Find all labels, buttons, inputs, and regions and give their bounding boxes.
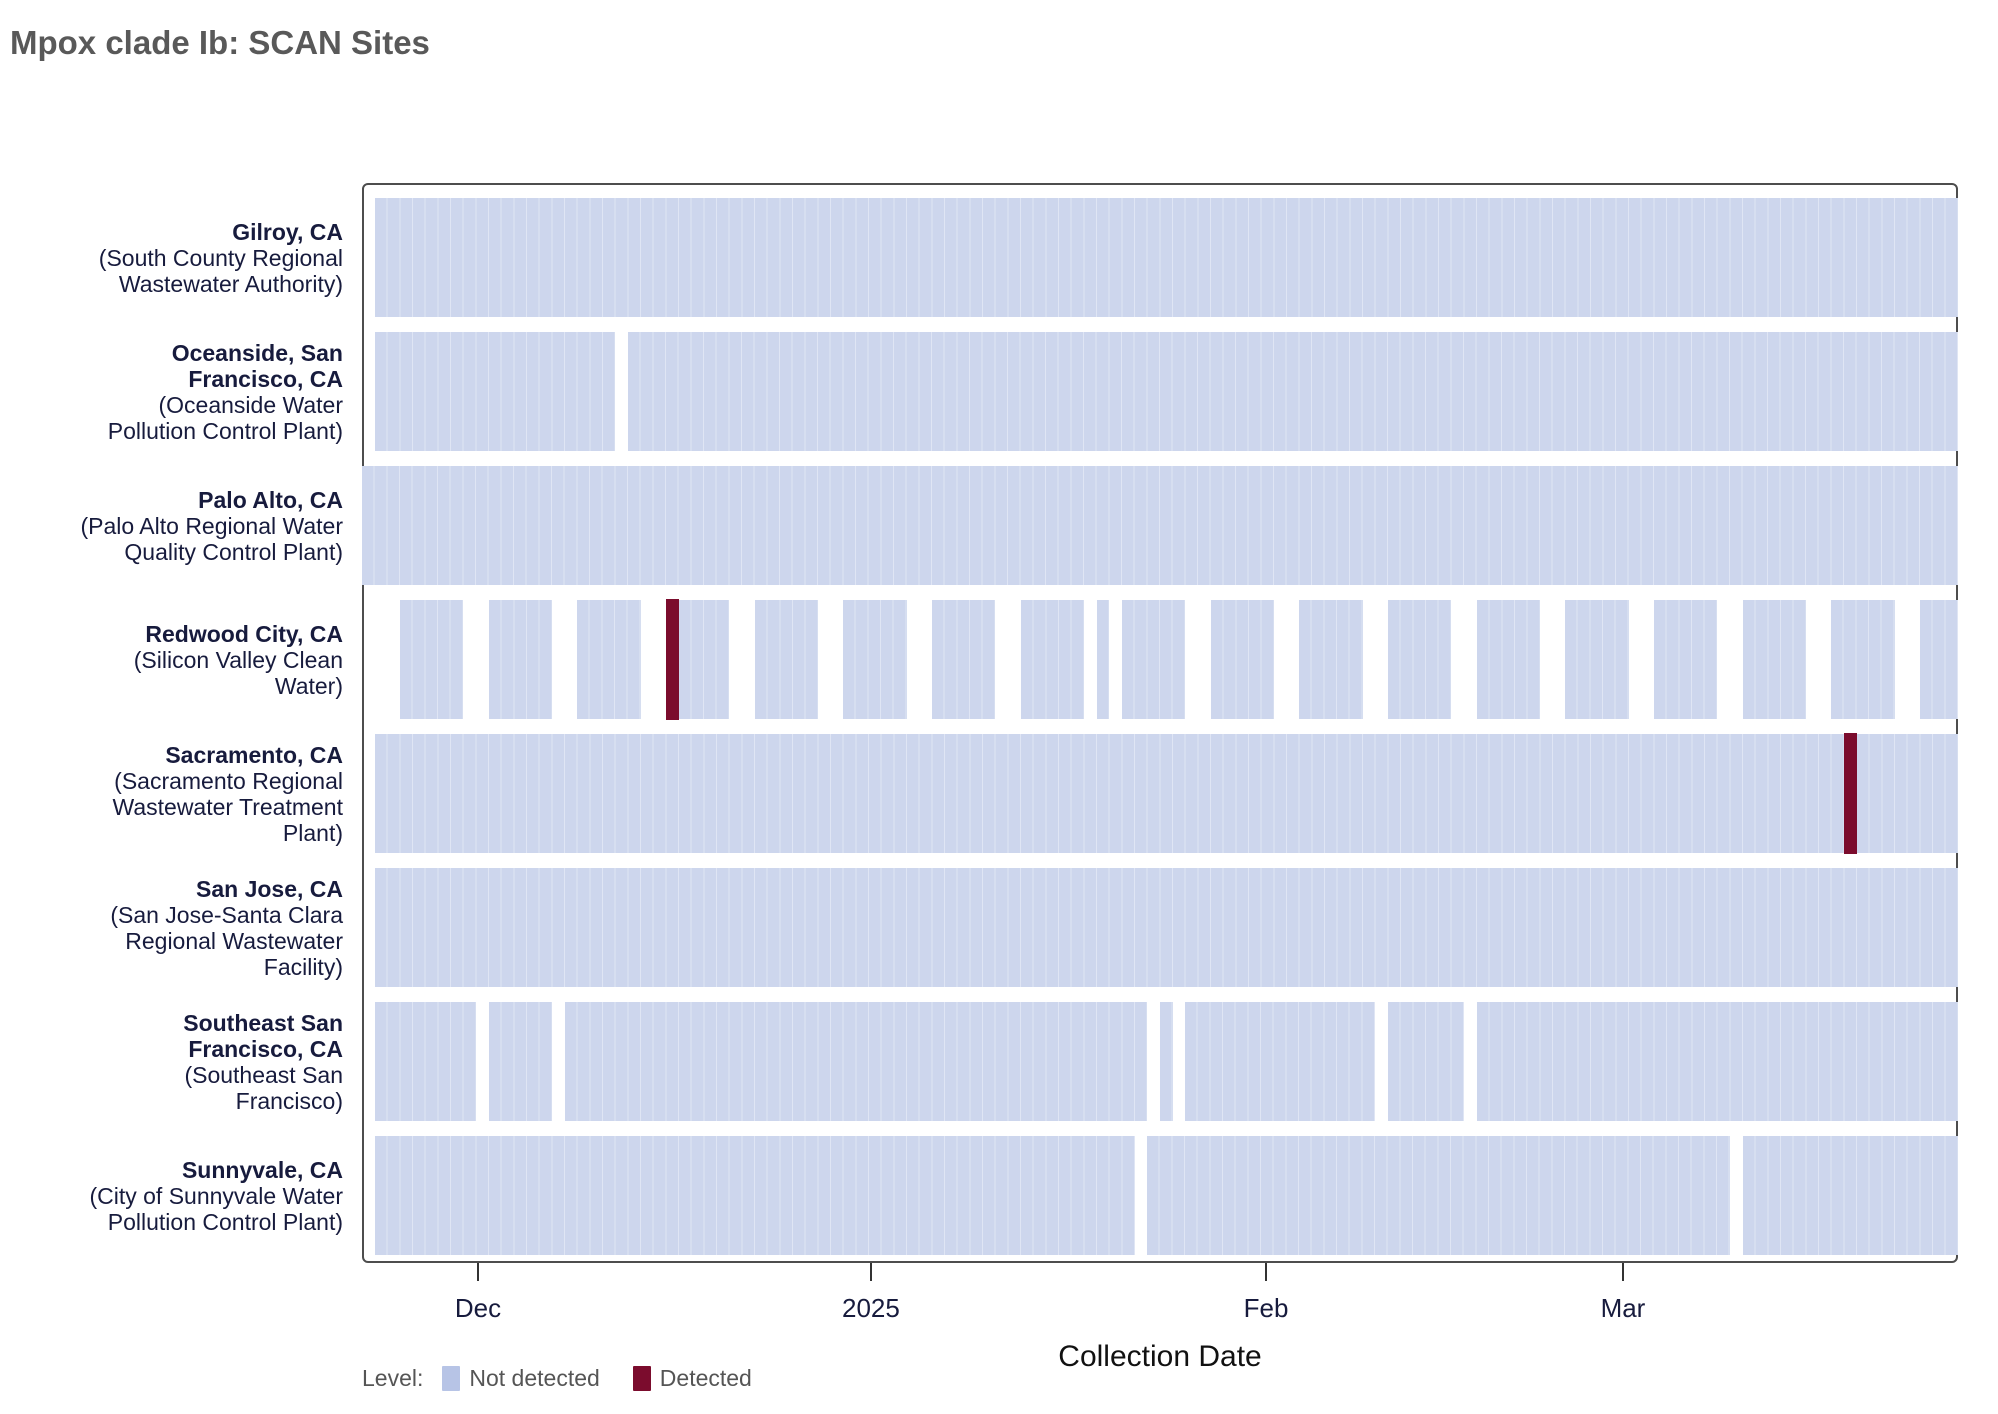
tile-segment-not-detected [374, 1136, 1135, 1255]
tile-segment-not-detected [1476, 600, 1540, 719]
page-title: Mpox clade Ib: SCAN Sites [10, 24, 430, 61]
tile-segment-not-detected [374, 868, 1958, 987]
legend-swatch-detected [632, 1365, 651, 1391]
row-label: Redwood City, CA (Silicon Valley Clean Wa… [0, 600, 343, 719]
tile-segment-not-detected [374, 734, 1958, 853]
tile-segment-not-detected [1299, 600, 1363, 719]
tile-segment-not-detected [1742, 600, 1806, 719]
row-label: Palo Alto, CA (Palo Alto Regional Water Q… [0, 466, 343, 585]
row-label-facility: (Southeast San Francisco) [184, 1061, 343, 1114]
row-label-city: Oceanside, San Francisco, CA [171, 339, 343, 392]
x-tick-mark [477, 1263, 480, 1281]
legend-swatch-not-detected [442, 1365, 461, 1391]
row-label: Sunnyvale, CA (City of Sunnyvale Water Po… [0, 1136, 343, 1255]
row-label: San Jose, CA (San Jose-Santa Clara Region… [0, 868, 343, 987]
row-label: Southeast San Francisco, CA (Southeast Sa… [0, 1002, 343, 1121]
tile-segment-not-detected [374, 332, 616, 451]
row-tiles [362, 733, 1958, 854]
row-tiles [362, 868, 1958, 987]
row-tiles [362, 599, 1958, 720]
tile-segment-not-detected [1020, 600, 1084, 719]
tile-segment-not-detected [1831, 600, 1895, 719]
row-label-city: Sacramento, CA [165, 741, 343, 768]
row-label: Gilroy, CA (South County Regional Wastewa… [0, 198, 343, 317]
tile-segment-not-detected [374, 198, 1958, 317]
tile-segment-not-detected [628, 332, 1958, 451]
tile-segment-not-detected [374, 1002, 476, 1121]
tile-segment-not-detected [577, 600, 641, 719]
row-label-facility: (San Jose-Santa Clara Regional Wastewate… [110, 901, 343, 980]
legend-item: Detected [632, 1364, 752, 1392]
row-label-city: Southeast San Francisco, CA [183, 1009, 343, 1062]
row-tiles [362, 332, 1958, 451]
row-label-facility: (South County Regional Wastewater Author… [98, 244, 343, 297]
tile-segment-not-detected [1122, 600, 1186, 719]
x-tick-mark [869, 1263, 872, 1281]
x-tick-label: 2025 [842, 1293, 900, 1323]
row-label-city: Redwood City, CA [145, 620, 343, 647]
legend-item-label: Not detected [469, 1364, 600, 1391]
x-tick-label: Dec [454, 1293, 502, 1323]
row-label-city: San Jose, CA [196, 875, 343, 902]
row-label-city: Palo Alto, CA [198, 486, 343, 513]
row-tiles [362, 1002, 1958, 1121]
tile-detected [1844, 733, 1857, 854]
tile-segment-not-detected [1920, 600, 1958, 719]
x-tick-mark [1265, 1263, 1268, 1281]
legend-item-label: Detected [659, 1364, 752, 1391]
tile-segment-not-detected [1476, 1002, 1958, 1121]
x-tick-label: Mar [1600, 1293, 1646, 1323]
x-tick-label: Feb [1243, 1293, 1289, 1323]
legend-items: Not detected Detected [442, 1365, 784, 1392]
row-tiles [362, 198, 1958, 317]
tile-segment-not-detected [1388, 600, 1452, 719]
x-axis: Dec 2025 Feb Mar [362, 1263, 1958, 1333]
row-label-city: Gilroy, CA [232, 218, 343, 245]
tile-segment-not-detected [1160, 1002, 1173, 1121]
row-label-facility: (Sacramento Regional Wastewater Treatmen… [112, 767, 343, 846]
tile-segment-not-detected [488, 600, 552, 719]
tile-segment-not-detected [564, 1002, 1148, 1121]
tile-detected [666, 599, 679, 720]
tile-segment-not-detected [1096, 600, 1110, 719]
tile-segment-not-detected [1185, 1002, 1376, 1121]
x-axis-title: Collection Date [1058, 1340, 1262, 1373]
row-labels: Gilroy, CA (South County Regional Wastewa… [0, 183, 343, 1263]
tile-segment-not-detected [932, 600, 996, 719]
tile-segment-not-detected [362, 466, 1958, 585]
tile-segment-not-detected [843, 600, 907, 719]
row-tiles [362, 1136, 1958, 1255]
row-label-facility: (Oceanside Water Pollution Control Plant… [107, 391, 343, 444]
tile-segment-not-detected [1147, 1136, 1730, 1255]
tile-segment-not-detected [400, 600, 464, 719]
plot-area [362, 183, 1958, 1263]
row-label: Sacramento, CA (Sacramento Regional Waste… [0, 734, 343, 853]
tile-segment-not-detected [1565, 600, 1629, 719]
legend: Level: Not detected Detected [362, 1363, 785, 1393]
row-label-facility: (Silicon Valley Clean Water) [133, 646, 343, 699]
x-tick-mark [1621, 1263, 1624, 1281]
tile-segment-not-detected [1210, 600, 1274, 719]
tile-segment-not-detected [1654, 600, 1718, 719]
row-label-city: Sunnyvale, CA [181, 1156, 343, 1183]
tile-segment-not-detected [1388, 1002, 1464, 1121]
tile-segment-not-detected [1742, 1136, 1958, 1255]
row-label: Oceanside, San Francisco, CA (Oceanside W… [0, 332, 343, 451]
row-label-facility: (City of Sunnyvale Water Pollution Contr… [89, 1182, 343, 1235]
legend-item: Not detected [442, 1364, 600, 1392]
tile-segment-not-detected [488, 1002, 552, 1121]
tile-segment-not-detected [754, 600, 818, 719]
row-tiles [362, 466, 1958, 585]
legend-label: Level: [362, 1364, 424, 1391]
row-label-facility: (Palo Alto Regional Water Quality Contro… [80, 512, 343, 565]
